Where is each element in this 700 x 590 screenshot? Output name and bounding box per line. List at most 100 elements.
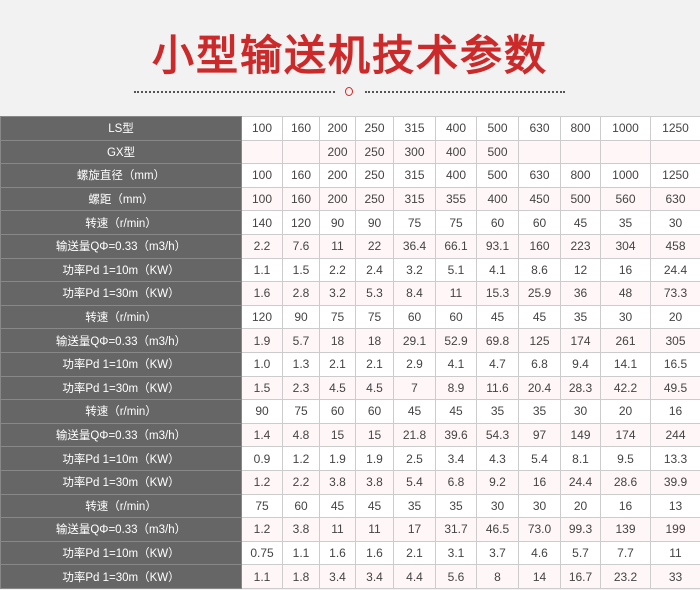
- table-cell: 560: [600, 186, 651, 212]
- table-cell: 3.2: [319, 281, 356, 306]
- table-cell: 45: [518, 304, 561, 330]
- table-cell: 174: [600, 422, 651, 448]
- table-cell: 45: [355, 493, 394, 519]
- row-label: LS型: [0, 116, 242, 141]
- table-row: 功率Pd 1=10m（KW） 0.75 1.1 1.6 1.6 2.1 3.1 3.7 4.6 5…: [0, 540, 700, 566]
- table-cell: [650, 139, 700, 165]
- table-cell: 1000: [600, 116, 651, 141]
- table-cell: 39.9: [650, 469, 700, 495]
- table-cell: 20.4: [518, 375, 561, 401]
- table-cell: 60: [476, 210, 519, 235]
- table-cell: 60: [435, 304, 477, 330]
- table-cell: 20: [560, 493, 601, 519]
- table-cell: 160: [282, 116, 320, 141]
- table-cell: 3.4: [355, 564, 394, 589]
- table-cell: 1.9: [241, 328, 283, 353]
- table-cell: 1.1: [241, 564, 283, 589]
- table-cell: 125: [518, 328, 561, 353]
- table-cell: 1250: [650, 163, 700, 188]
- table-cell: 199: [650, 517, 700, 542]
- row-label: 功率Pd 1=10m（KW）: [0, 351, 242, 377]
- table-cell: 11: [435, 281, 477, 306]
- table-cell: 42.2: [600, 375, 651, 401]
- table-cell: 4.6: [518, 540, 561, 566]
- table-cell: 20: [600, 399, 651, 424]
- table-cell: [518, 139, 561, 165]
- table-cell: 3.8: [355, 469, 394, 495]
- table-cell: 800: [560, 163, 601, 188]
- table-cell: 75: [435, 210, 477, 235]
- table-cell: 450: [518, 186, 561, 212]
- table-cell: 22: [355, 233, 394, 259]
- table-cell: [560, 139, 601, 165]
- table-cell: 400: [435, 163, 477, 188]
- row-label: 输送量QΦ=0.33（m3/h）: [0, 517, 242, 542]
- table-cell: 2.1: [319, 351, 356, 377]
- table-cell: 30: [476, 493, 519, 519]
- divider-right: [365, 91, 565, 93]
- table-row: GX型 200 250 300 400 500: [0, 139, 700, 165]
- table-cell: 45: [319, 493, 356, 519]
- table-cell: 2.4: [355, 257, 394, 283]
- table-cell: 5.4: [393, 469, 436, 495]
- table-cell: 66.1: [435, 233, 477, 259]
- table-cell: 160: [282, 163, 320, 188]
- row-label: 输送量QΦ=0.33（m3/h）: [0, 422, 242, 448]
- table-cell: 36: [560, 281, 601, 306]
- table-cell: 11: [319, 233, 356, 259]
- table-cell: 174: [560, 328, 601, 353]
- table-cell: 3.4: [435, 446, 477, 471]
- table-cell: 39.6: [435, 422, 477, 448]
- table-cell: 52.9: [435, 328, 477, 353]
- row-label: 功率Pd 1=30m（KW）: [0, 469, 242, 495]
- table-row: 螺旋直径（mm） 100 160 200 250 315 400 500 630 800 1000 1…: [0, 163, 700, 188]
- table-cell: 1.5: [241, 375, 283, 401]
- table-cell: 3.1: [435, 540, 477, 566]
- table-cell: 300: [393, 139, 436, 165]
- table-cell: 3.8: [282, 517, 320, 542]
- table-row: 螺距（mm） 100 160 200 250 315 355 400 450 500 560 630: [0, 186, 700, 212]
- table-cell: 16: [600, 257, 651, 283]
- table-cell: 100: [241, 163, 283, 188]
- table-cell: 45: [393, 399, 436, 424]
- table-cell: 120: [282, 210, 320, 235]
- row-label: 输送量QΦ=0.33（m3/h）: [0, 233, 242, 259]
- table-cell: 75: [319, 304, 356, 330]
- table-cell: 458: [650, 233, 700, 259]
- table-cell: 244: [650, 422, 700, 448]
- spec-table: LS型 100 160 200 250 315 400 500 630 800 1000 1250 GX…: [0, 116, 700, 589]
- table-cell: 630: [650, 186, 700, 212]
- table-cell: 24.4: [650, 257, 700, 283]
- table-cell: 31.7: [435, 517, 477, 542]
- table-cell: 2.3: [282, 375, 320, 401]
- table-row: 功率Pd 1=30m（KW） 1.2 2.2 3.8 3.8 5.4 6.8 9.2 16 24.…: [0, 469, 700, 495]
- table-cell: 8.1: [560, 446, 601, 471]
- table-cell: 14: [518, 564, 561, 589]
- table-cell: 3.2: [393, 257, 436, 283]
- table-row: 输送量QΦ=0.33（m3/h） 1.2 3.8 11 11 17 31.7 46.5 73.0…: [0, 517, 700, 542]
- table-cell: 30: [600, 304, 651, 330]
- table-cell: 5.1: [435, 257, 477, 283]
- table-cell: 6.8: [518, 351, 561, 377]
- table-row: 功率Pd 1=10m（KW） 0.9 1.2 1.9 1.9 2.5 3.4 4.3 5.4 8.…: [0, 446, 700, 471]
- table-cell: 90: [282, 304, 320, 330]
- table-row: 转速（r/min） 90 75 60 60 45 45 35 35 30 20 16: [0, 399, 700, 424]
- table-cell: 14.1: [600, 351, 651, 377]
- row-label: GX型: [0, 139, 242, 165]
- table-cell: 3.7: [476, 540, 519, 566]
- table-cell: 305: [650, 328, 700, 353]
- table-cell: 500: [560, 186, 601, 212]
- table-cell: 16: [650, 399, 700, 424]
- table-cell: 2.5: [393, 446, 436, 471]
- table-cell: 2.2: [319, 257, 356, 283]
- table-cell: 2.1: [393, 540, 436, 566]
- table-cell: 7.7: [600, 540, 651, 566]
- table-cell: 45: [476, 304, 519, 330]
- table-cell: 1.3: [282, 351, 320, 377]
- table-cell: 60: [355, 399, 394, 424]
- table-cell: 90: [319, 210, 356, 235]
- table-cell: 2.2: [282, 469, 320, 495]
- table-cell: 5.3: [355, 281, 394, 306]
- table-cell: 5.7: [560, 540, 601, 566]
- table-cell: 9.4: [560, 351, 601, 377]
